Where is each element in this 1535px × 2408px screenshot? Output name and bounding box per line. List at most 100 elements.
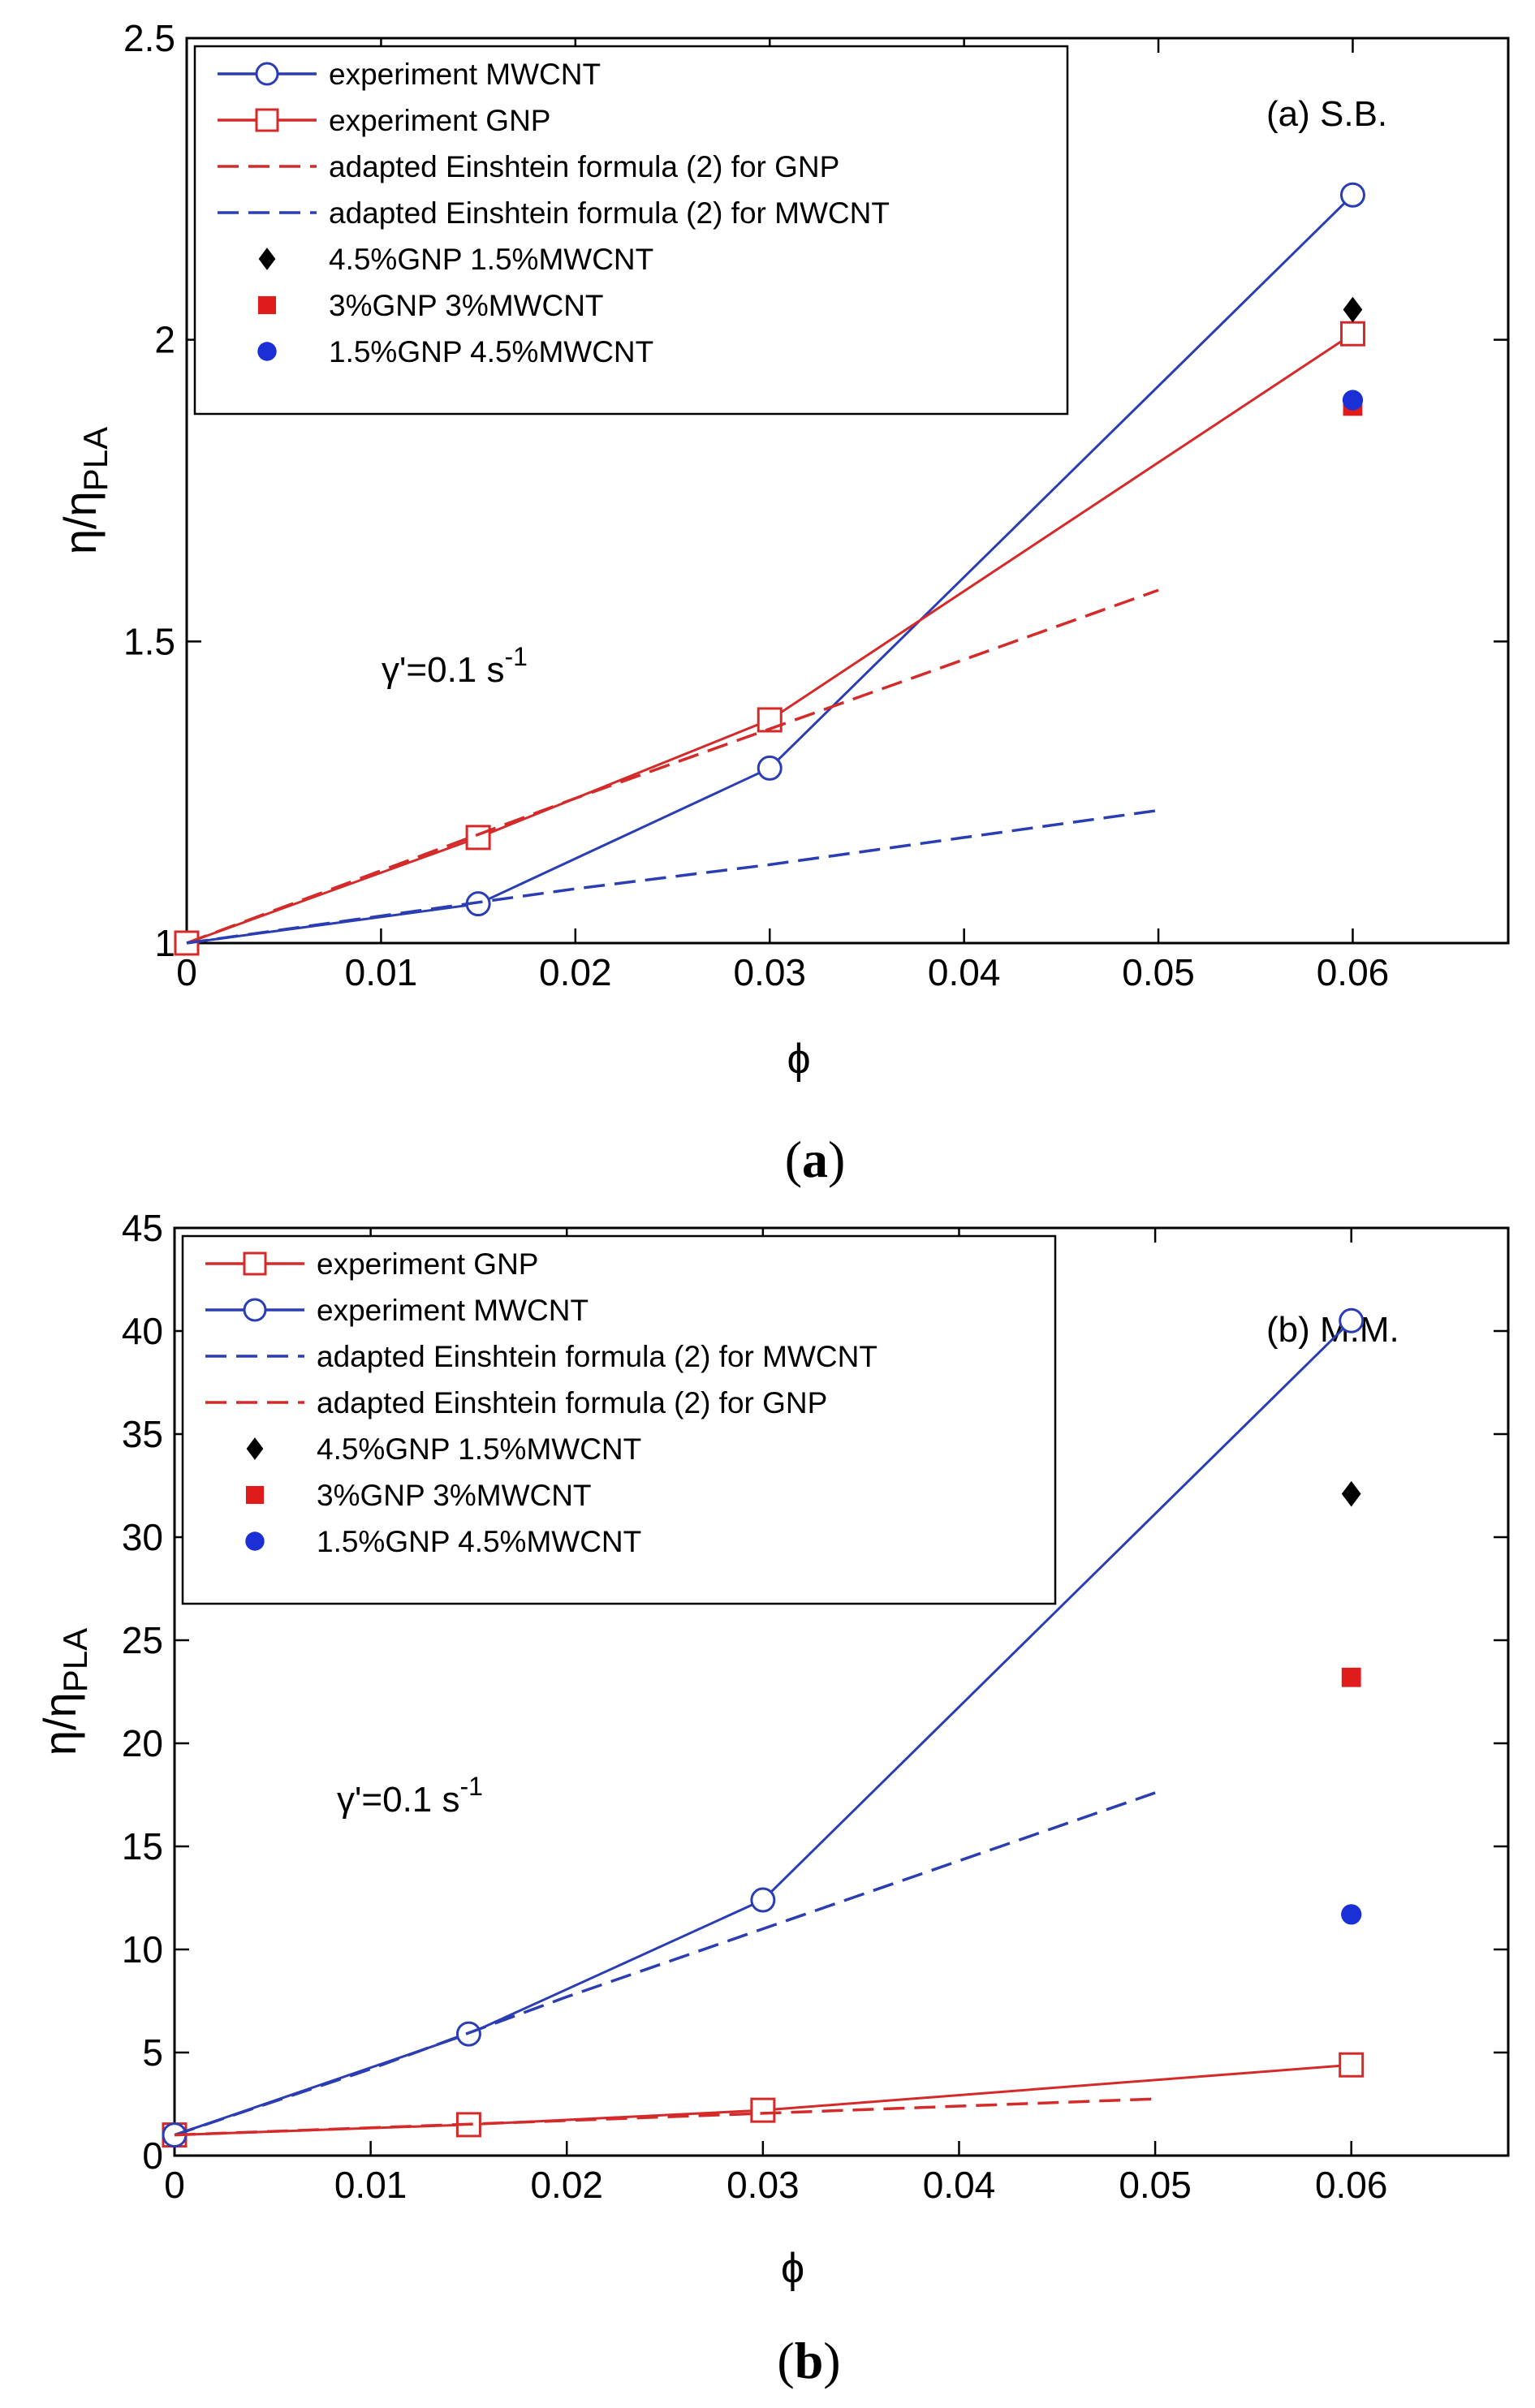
series-3 bbox=[174, 2097, 1156, 2137]
series-6 bbox=[1341, 1904, 1362, 1925]
data-point-square bbox=[1339, 321, 1365, 347]
legend-entry: 4.5%GNP 1.5%MWCNT bbox=[317, 1432, 641, 1466]
data-point-square bbox=[750, 2097, 776, 2123]
data-point-circle bbox=[757, 755, 783, 781]
data-point-diamond bbox=[246, 1437, 264, 1460]
data-point-filled-circle bbox=[245, 1531, 265, 1551]
series-2 bbox=[186, 588, 1159, 945]
series-2 bbox=[174, 1791, 1156, 2137]
y-tick-label: 1 bbox=[154, 922, 175, 964]
y-tick-label: 15 bbox=[122, 1825, 163, 1867]
x-tick-label: 0.01 bbox=[334, 2164, 407, 2206]
x-tick-label: 0.04 bbox=[928, 951, 1001, 993]
legend: experiment MWCNT experiment GNP adapted Ei… bbox=[193, 45, 1069, 416]
x-tick-label: 0.03 bbox=[727, 2164, 800, 2206]
y-tick-label: 1.5 bbox=[123, 620, 175, 662]
chart-panel-b: 0 0.01 0.02 0.03 0.04 0.05 0.06 0 5 10 15 20 25 30 35 4… bbox=[34, 1207, 1510, 2389]
y-axis-label-sub: PLA bbox=[56, 1628, 94, 1692]
data-point-circle bbox=[1339, 1307, 1365, 1333]
y-tick-label: 35 bbox=[122, 1413, 163, 1455]
caption-open: ( bbox=[777, 2332, 794, 2389]
x-tick-label: 0.01 bbox=[345, 951, 418, 993]
x-tick-label: 0.05 bbox=[1122, 951, 1195, 993]
series-0 bbox=[162, 2052, 1365, 2148]
caption-close: ) bbox=[823, 2332, 840, 2389]
legend-entry: experiment MWCNT bbox=[329, 58, 601, 91]
series-4 bbox=[1341, 1480, 1361, 1507]
data-point-square bbox=[1339, 2052, 1365, 2078]
data-point-circle bbox=[1339, 182, 1365, 208]
panel-label: (a) S.B. bbox=[1266, 94, 1387, 134]
y-axis-label: η/ηPLA bbox=[54, 427, 114, 554]
caption-close: ) bbox=[828, 1131, 845, 1188]
data-point-circle bbox=[255, 62, 279, 86]
series-line bbox=[174, 1791, 1156, 2137]
legend-entry: 3%GNP 3%MWCNT bbox=[329, 289, 604, 322]
legend-entry: 4.5%GNP 1.5%MWCNT bbox=[329, 243, 653, 276]
x-tick-label: 0.06 bbox=[1317, 951, 1390, 993]
legend-entry: adapted Einshtein formula (2) for GNP bbox=[329, 150, 839, 183]
series-5 bbox=[1341, 1667, 1361, 1687]
series-line bbox=[186, 194, 1354, 945]
legend-entry: experiment MWCNT bbox=[317, 1294, 589, 1327]
series-6 bbox=[1342, 390, 1364, 411]
shear-rate-annotation: γ'=0.1 s-1 bbox=[337, 1772, 483, 1820]
y-tick-label: 2.5 bbox=[123, 17, 175, 59]
data-point-circle bbox=[750, 1887, 776, 1913]
x-tick-label: 0 bbox=[164, 2164, 185, 2206]
shear-rate-annotation: γ'=0.1 s-1 bbox=[382, 642, 528, 690]
data-point-square bbox=[255, 108, 279, 132]
legend-entry: 1.5%GNP 4.5%MWCNT bbox=[317, 1525, 641, 1558]
x-tick-label: 0.05 bbox=[1119, 2164, 1192, 2206]
data-point-diamond bbox=[1343, 296, 1363, 323]
data-point-filled-square bbox=[245, 1485, 265, 1505]
x-tick-label: 0 bbox=[176, 951, 197, 993]
panel-label: (b) M.M. bbox=[1266, 1310, 1399, 1350]
data-point-square bbox=[465, 825, 491, 851]
y-axis-label-sub: PLA bbox=[76, 427, 114, 491]
series-3 bbox=[186, 808, 1159, 945]
y-tick-label: 10 bbox=[122, 1928, 163, 1971]
legend-entry: 1.5%GNP 4.5%MWCNT bbox=[329, 335, 653, 368]
shear-rate-sup: -1 bbox=[505, 642, 528, 671]
x-tick-label: 0.02 bbox=[539, 951, 612, 993]
shear-rate-text: γ'=0.1 s bbox=[337, 1780, 460, 1820]
data-point-square bbox=[243, 1251, 267, 1276]
plot-area-frame bbox=[185, 37, 1510, 945]
shear-rate-text: γ'=0.1 s bbox=[382, 650, 505, 690]
data-point-circle bbox=[243, 1298, 267, 1322]
legend-box bbox=[181, 1234, 1057, 1605]
shear-rate-sup: -1 bbox=[460, 1772, 483, 1801]
x-axis-label: ϕ bbox=[781, 2245, 804, 2292]
legend: experiment GNP experiment MWCNT adapted Ei… bbox=[181, 1234, 1057, 1605]
panel-caption: (b) bbox=[777, 2332, 840, 2389]
y-tick-label: 45 bbox=[122, 1207, 163, 1249]
x-tick-label: 0.03 bbox=[733, 951, 806, 993]
legend-entry: 3%GNP 3%MWCNT bbox=[317, 1479, 592, 1512]
x-tick-label: 0.06 bbox=[1315, 2164, 1388, 2206]
data-point-filled-circle bbox=[257, 342, 277, 361]
data-point-filled-square bbox=[1341, 1667, 1361, 1687]
caption-letter: a bbox=[802, 1131, 828, 1188]
legend-box bbox=[193, 45, 1069, 416]
caption-open: ( bbox=[785, 1131, 802, 1188]
y-axis-label: η/ηPLA bbox=[34, 1628, 94, 1755]
data-point-diamond bbox=[1341, 1480, 1361, 1507]
series-line bbox=[186, 588, 1159, 945]
plot-area-frame bbox=[173, 1226, 1510, 2157]
data-point-diamond bbox=[258, 248, 276, 270]
y-tick-label: 2 bbox=[154, 319, 175, 361]
legend-entry: experiment GNP bbox=[317, 1247, 539, 1281]
y-tick-label: 5 bbox=[142, 2031, 163, 2074]
y-tick-label: 40 bbox=[122, 1310, 163, 1352]
y-axis-label-main: η/η bbox=[54, 491, 106, 554]
series-line bbox=[186, 332, 1354, 945]
legend-entry: experiment GNP bbox=[329, 104, 551, 137]
y-tick-label: 0 bbox=[142, 2134, 163, 2177]
series-line bbox=[174, 2097, 1156, 2137]
chart-panel-a: 0 0.01 0.02 0.03 0.04 0.05 0.06 1 1.5 2 2.5 ϕ η/ηPLA… bbox=[54, 17, 1510, 1188]
data-point-filled-circle bbox=[1342, 390, 1364, 411]
y-axis-label-main: η/η bbox=[34, 1692, 85, 1755]
x-axis-label: ϕ bbox=[787, 1036, 810, 1083]
